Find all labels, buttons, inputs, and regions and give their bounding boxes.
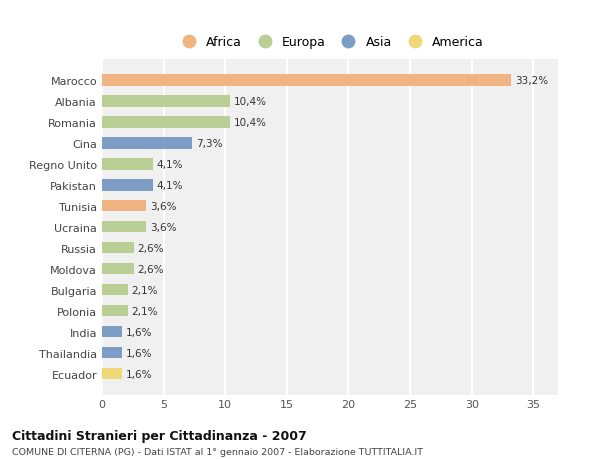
Bar: [102, 347, 122, 358]
Bar: [102, 284, 128, 296]
Bar: [102, 159, 152, 170]
Bar: [102, 326, 122, 338]
Bar: [102, 368, 122, 380]
Text: 3,6%: 3,6%: [150, 222, 176, 232]
Text: COMUNE DI CITERNA (PG) - Dati ISTAT al 1° gennaio 2007 - Elaborazione TUTTITALIA: COMUNE DI CITERNA (PG) - Dati ISTAT al 1…: [12, 448, 423, 457]
Text: 2,6%: 2,6%: [138, 243, 164, 253]
Legend: Africa, Europa, Asia, America: Africa, Europa, Asia, America: [172, 33, 488, 53]
Bar: [102, 75, 511, 86]
Text: 1,6%: 1,6%: [125, 369, 152, 379]
Bar: [102, 96, 230, 107]
Bar: [102, 221, 146, 233]
Bar: [102, 117, 230, 128]
Bar: [102, 201, 146, 212]
Text: 4,1%: 4,1%: [156, 159, 183, 169]
Text: 4,1%: 4,1%: [156, 180, 183, 190]
Text: 2,6%: 2,6%: [138, 264, 164, 274]
Bar: [102, 305, 128, 317]
Bar: [102, 242, 134, 254]
Bar: [102, 138, 192, 149]
Text: 10,4%: 10,4%: [234, 96, 267, 106]
Text: 1,6%: 1,6%: [125, 327, 152, 337]
Bar: [102, 263, 134, 275]
Text: 3,6%: 3,6%: [150, 202, 176, 211]
Bar: [102, 179, 152, 191]
Text: Cittadini Stranieri per Cittadinanza - 2007: Cittadini Stranieri per Cittadinanza - 2…: [12, 429, 307, 442]
Text: 2,1%: 2,1%: [131, 306, 158, 316]
Text: 33,2%: 33,2%: [515, 76, 548, 86]
Text: 7,3%: 7,3%: [196, 139, 222, 148]
Text: 2,1%: 2,1%: [131, 285, 158, 295]
Text: 10,4%: 10,4%: [234, 118, 267, 128]
Text: 1,6%: 1,6%: [125, 348, 152, 358]
